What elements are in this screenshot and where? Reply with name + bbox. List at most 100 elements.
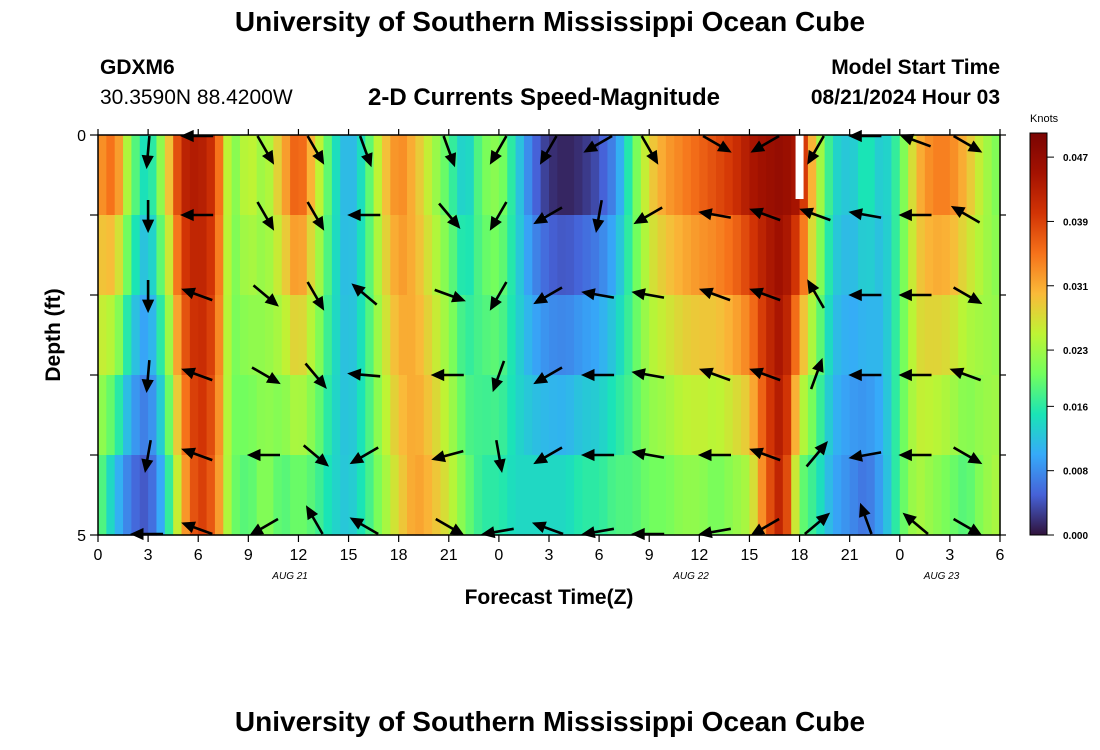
heatmap-cell <box>599 135 609 216</box>
current-vector-arrow <box>698 208 732 221</box>
heatmap-cell <box>657 295 667 376</box>
heatmap-cell <box>381 375 391 456</box>
heatmap-cell <box>507 215 517 296</box>
heatmap-cell <box>331 455 341 536</box>
heatmap-cell <box>214 215 224 296</box>
heatmap-cell <box>448 375 458 456</box>
heatmap-cell <box>532 135 542 216</box>
heatmap-cell <box>891 455 901 536</box>
x-tick-label: 9 <box>645 547 654 564</box>
current-vector-arrow <box>805 441 828 468</box>
current-vector-arrow <box>902 512 929 535</box>
heatmap-cell <box>908 295 918 376</box>
heatmap-cell <box>331 135 341 216</box>
colorbar-tick-label: 0.031 <box>1063 282 1088 293</box>
heatmap-cell <box>248 295 258 376</box>
heatmap-cell <box>741 375 751 456</box>
heatmap-cell <box>189 215 199 296</box>
heatmap-cell <box>782 375 792 456</box>
heatmap-cell <box>841 135 851 216</box>
heatmap-cell <box>599 375 609 456</box>
heatmap-cell <box>690 375 700 456</box>
heatmap-cell <box>774 375 784 456</box>
current-vector-arrow <box>859 502 873 535</box>
heatmap-cell <box>540 135 550 216</box>
heatmap-cell <box>189 455 199 536</box>
heatmap-cell <box>991 135 1001 216</box>
heatmap-cell <box>582 455 592 536</box>
heatmap-cell <box>423 295 433 376</box>
heatmap-cell <box>866 215 876 296</box>
heatmap-cell <box>983 455 993 536</box>
heatmap-cell <box>306 295 316 376</box>
heatmap-cell <box>858 455 867 536</box>
heatmap-cell <box>782 215 792 296</box>
heatmap-cell <box>331 295 341 376</box>
current-vector-arrow <box>848 368 882 382</box>
heatmap-cell <box>858 295 867 376</box>
heatmap-cell <box>649 295 659 376</box>
heatmap-cell <box>164 375 174 456</box>
heatmap-cell <box>98 215 107 296</box>
heatmap-cell <box>632 135 642 216</box>
heatmap-cell <box>590 295 600 376</box>
heatmap-cell <box>707 295 717 376</box>
current-vector-arrow <box>442 135 457 168</box>
heatmap-cell <box>298 135 308 216</box>
heatmap-cell <box>273 135 283 216</box>
heatmap-cell <box>181 215 191 296</box>
current-vector-arrow <box>181 367 213 382</box>
heatmap-cell <box>465 375 475 456</box>
heatmap-cell <box>498 295 508 376</box>
heatmap-cell <box>540 295 550 376</box>
heatmap-cell <box>565 375 575 456</box>
current-vector-arrow <box>803 512 831 535</box>
heatmap-cell <box>256 455 266 536</box>
heatmap-cell <box>991 375 1001 456</box>
heatmap-cell <box>891 375 901 456</box>
heatmap-cell <box>448 215 458 296</box>
heatmap-cell <box>398 295 408 376</box>
heatmap-cell <box>690 295 700 376</box>
heatmap-cell <box>323 215 333 296</box>
heatmap-cell <box>440 215 450 296</box>
heatmap-cell <box>549 455 558 536</box>
heatmap-cell <box>665 215 675 296</box>
heatmap-cell <box>106 135 116 216</box>
heatmap-cell <box>732 295 742 376</box>
heatmap-cell <box>265 375 274 456</box>
current-vector-arrow <box>633 206 663 225</box>
heatmap-cell <box>874 455 884 536</box>
model-start-value: 08/21/2024 Hour 03 <box>810 86 1000 109</box>
current-vector-arrow <box>583 134 613 153</box>
heatmap-cell <box>682 455 692 536</box>
heatmap-cell <box>206 455 216 536</box>
heatmap-cell <box>164 215 174 296</box>
heatmap-cell <box>690 455 700 536</box>
heatmap-cell <box>448 295 458 376</box>
heatmap-cell <box>515 375 525 456</box>
heatmap-cell <box>482 215 492 296</box>
heatmap-cell <box>866 135 876 216</box>
current-vector-arrow <box>592 199 605 233</box>
heatmap-cell <box>816 455 826 536</box>
heatmap-cell <box>532 215 542 296</box>
station-id: GDXM6 <box>100 56 175 79</box>
heatmap-cell <box>749 375 759 456</box>
current-vectors <box>129 129 983 541</box>
heatmap-cell <box>724 375 734 456</box>
heatmap-cell <box>98 135 107 216</box>
x-tick-label: 0 <box>94 547 103 564</box>
heatmap-cell <box>365 215 375 296</box>
current-vector-arrow <box>306 201 325 231</box>
heatmap-cell <box>315 295 325 376</box>
heatmap-cell <box>415 375 425 456</box>
heatmap-cell <box>924 135 934 216</box>
heatmap-cell <box>757 215 767 296</box>
heatmap-cell <box>114 375 124 456</box>
heatmap-cell <box>198 375 208 456</box>
heatmap-cell <box>941 215 951 296</box>
heatmap-cell <box>949 455 959 536</box>
heatmap-cell <box>298 455 308 536</box>
heatmap-cell <box>131 375 141 456</box>
